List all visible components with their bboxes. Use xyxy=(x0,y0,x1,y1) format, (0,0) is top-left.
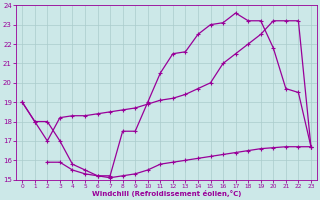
X-axis label: Windchill (Refroidissement éolien,°C): Windchill (Refroidissement éolien,°C) xyxy=(92,190,241,197)
